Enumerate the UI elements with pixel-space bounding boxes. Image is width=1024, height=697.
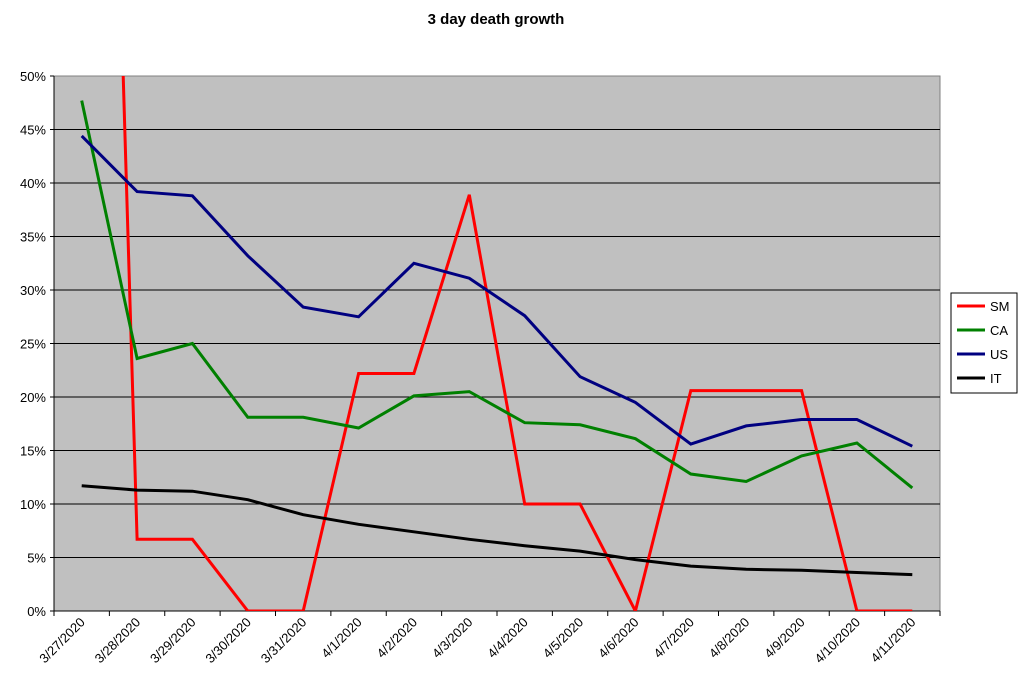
series-line-us xyxy=(80,134,913,448)
gridlines xyxy=(54,129,940,558)
x-tick-label: 3/28/2020 xyxy=(92,615,144,667)
legend-label-sm: SM xyxy=(990,299,1010,314)
x-axis-ticks: 3/27/2020 3/28/2020 3/29/2020 3/30/2020 3/31… xyxy=(36,610,941,667)
x-tick-label: 4/11/2020 xyxy=(868,615,919,666)
y-tick-label: 10% xyxy=(20,497,46,512)
x-tick-label: 3/27/2020 xyxy=(36,615,88,667)
x-tick-label: 4/10/2020 xyxy=(812,615,864,667)
y-tick-label: 45% xyxy=(20,123,46,138)
legend-label-it: IT xyxy=(990,371,1002,386)
y-tick-label: 40% xyxy=(20,176,46,191)
x-tick-label: 3/30/2020 xyxy=(202,615,254,667)
x-tick-label: 4/7/2020 xyxy=(651,615,697,661)
chart-title: 3 day death growth xyxy=(428,11,565,28)
x-tick-label: 3/29/2020 xyxy=(147,615,199,667)
y-tick-label: 50% xyxy=(20,69,46,84)
y-tick-label: 35% xyxy=(20,230,46,245)
x-tick-label: 4/6/2020 xyxy=(595,615,641,661)
y-tick-label: 15% xyxy=(20,444,46,459)
x-tick-label: 4/8/2020 xyxy=(706,615,752,661)
x-tick-label: 4/9/2020 xyxy=(761,615,807,661)
y-tick-label: 20% xyxy=(20,390,46,405)
series-line-ca xyxy=(80,100,914,490)
legend-label-ca: CA xyxy=(990,323,1008,338)
y-tick-label: 0% xyxy=(27,604,46,619)
y-tick-label: 25% xyxy=(20,337,46,352)
x-tick-label: 4/2/2020 xyxy=(374,615,420,661)
y-tick-label: 5% xyxy=(27,551,46,566)
series-lines xyxy=(80,76,914,611)
legend: SM CA US IT xyxy=(950,292,1018,394)
series-line-it xyxy=(81,484,913,577)
y-axis-ticks: 0% 5% 10% 15% 20% 25% 30% 35% 40% 45% 50% xyxy=(20,69,55,619)
x-tick-label: 4/4/2020 xyxy=(484,615,530,661)
x-tick-label: 4/5/2020 xyxy=(540,615,586,661)
legend-label-us: US xyxy=(990,347,1008,362)
x-tick-label: 4/3/2020 xyxy=(429,615,475,661)
x-tick-label: 4/1/2020 xyxy=(318,615,364,661)
x-tick-label: 3/31/2020 xyxy=(258,615,310,667)
series-line-sm xyxy=(121,76,913,611)
y-tick-label: 30% xyxy=(20,283,46,298)
legend-box xyxy=(950,292,1018,394)
